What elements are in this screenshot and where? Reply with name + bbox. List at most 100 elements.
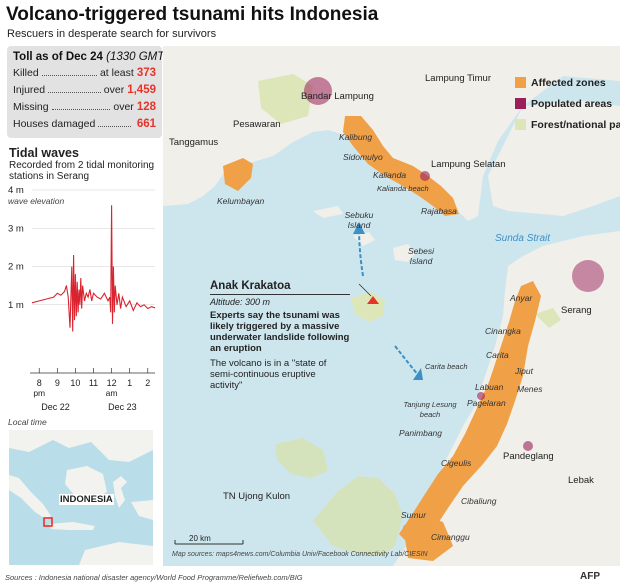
- inset-highlight-box: [43, 517, 53, 527]
- inset-land-mainland: [9, 430, 153, 462]
- label-sidomulyo: Sidomulyo: [343, 152, 383, 162]
- label-pandeglang: Pandeglang: [503, 451, 554, 462]
- label-lampung-timur: Lampung Timur: [425, 73, 492, 84]
- label-pesawaran: Pesawaran: [233, 119, 281, 130]
- toll-row-killed: Killed at least 373: [13, 67, 156, 84]
- legend-swatch: [515, 77, 526, 88]
- toll-value: 128: [136, 101, 156, 113]
- x-tick-sublabel: am: [106, 388, 118, 398]
- x-tick-label: 11: [89, 378, 98, 388]
- label-kelumbayan: Kelumbayan: [217, 196, 265, 206]
- label-bandar-lampung: Bandar Lampung: [301, 91, 374, 102]
- label-ujung-kulon: TN Ujong Kulon: [223, 491, 291, 502]
- map-affected-sumatra: [343, 116, 459, 216]
- toll-dots: [48, 92, 101, 93]
- label-kalianda: Kalianda: [373, 170, 407, 180]
- toll-label: Houses damaged: [13, 118, 96, 130]
- legend-label: Affected zones: [531, 76, 606, 89]
- tsunami-arrow-north-head: [353, 222, 365, 234]
- tsunami-arrow-southeast: [394, 345, 420, 377]
- toll-row-injured: Injured over 1,459: [13, 84, 156, 101]
- volcano-icon: [367, 296, 379, 304]
- tsunami-arrow-southeast-head: [413, 368, 423, 380]
- scale-label: 20 km: [189, 534, 211, 543]
- label-panimbang: Panimbang: [399, 428, 443, 438]
- legend-swatch: [515, 119, 526, 130]
- x-tick-label: 12: [107, 378, 117, 388]
- legend-populated: Populated areas: [515, 93, 620, 114]
- x-tick-label: 9: [55, 378, 60, 388]
- label-sunda-strait: Sunda Strait: [495, 233, 551, 244]
- toll-label: Killed: [13, 67, 39, 79]
- label-lebak: Lebak: [568, 475, 594, 486]
- label-menes: Menes: [517, 384, 543, 394]
- toll-heading-note: (1330 GMT):: [106, 51, 172, 63]
- tidal-subtitle: Recorded from 2 tidal monitoring station…: [9, 160, 155, 182]
- toll-value: 1,459: [127, 84, 156, 96]
- toll-box: Toll as of Dec 24 (1330 GMT): Killed at l…: [7, 46, 171, 138]
- inset-land-australia: [79, 542, 153, 565]
- label-tanggamus: Tanggamus: [169, 137, 219, 148]
- map-affected-java: [399, 281, 541, 546]
- annotation-title: Anak Krakatoa: [210, 280, 350, 295]
- toll-row-houses: Houses damaged 661: [13, 118, 156, 135]
- toll-prefix: over: [103, 84, 125, 96]
- tsunami-arrow-north: [358, 225, 364, 277]
- label-kalianda-beach: Kalianda beach: [377, 184, 429, 193]
- label-sumur: Sumur: [401, 510, 427, 520]
- label-carita: Carita: [486, 350, 509, 360]
- main-map: Bandar Lampung Lampung Timur Pesawaran T…: [163, 46, 620, 566]
- label-carita-beach: Carita beach: [425, 362, 468, 371]
- tidal-series-line: [31, 205, 156, 332]
- x-axis-label: Local time: [8, 417, 47, 427]
- y-tick-label: 4 m: [8, 185, 24, 196]
- annotation-text-2: The volcano is in a "state of semi-conti…: [210, 358, 327, 391]
- inset-land-papua: [131, 500, 153, 520]
- map-populated-serang: [572, 260, 604, 292]
- x-tick-label: 2: [145, 378, 150, 388]
- label-jiput: Jiput: [515, 366, 533, 376]
- map-populated-bandarlampung: [304, 77, 332, 105]
- map-source: Map sources: maps4news.com/Columbia Univ…: [172, 551, 428, 558]
- label-tanjung-lesung: Tanjung Lesung beach: [403, 400, 457, 419]
- map-svg: [163, 46, 620, 566]
- label-sebesi: Sebesi Island: [408, 246, 434, 266]
- x-tick-label: 8: [37, 378, 42, 388]
- legend-affected: Affected zones: [515, 72, 620, 93]
- toll-dots: [41, 75, 97, 76]
- x-tick-sublabel: pm: [33, 388, 45, 398]
- map-land-panaitan: [275, 438, 328, 478]
- toll-heading: Toll as of Dec 24 (1330 GMT):: [13, 51, 171, 63]
- map-land-sebuku: [353, 232, 375, 246]
- toll-value: 373: [136, 67, 156, 79]
- label-serang: Serang: [561, 305, 592, 316]
- legend-forest: Forest/national park: [515, 114, 620, 135]
- toll-value: 661: [136, 118, 156, 130]
- y-tick-label: 2 m: [8, 262, 24, 273]
- afp-logo: AFP: [580, 571, 600, 582]
- map-populated-labuan: [477, 392, 485, 400]
- inset-country-label: INDONESIA: [59, 494, 114, 505]
- inset-land-sulawesi: [113, 476, 127, 508]
- label-kalibung: Kalibung: [339, 132, 373, 142]
- map-forest-java: [535, 308, 561, 328]
- x-group-label: Dec 23: [108, 402, 137, 412]
- inset-land-kalimantan: [65, 466, 107, 500]
- map-legend: Affected zones Populated areas Forest/na…: [515, 72, 620, 135]
- label-cibaliung: Cibaliung: [461, 496, 497, 506]
- legend-label: Forest/national park: [531, 118, 620, 131]
- tidal-title: Tidal waves: [9, 146, 79, 160]
- x-tick-label: 10: [70, 378, 80, 388]
- toll-dots: [51, 109, 111, 110]
- label-anyar: Anyar: [510, 293, 533, 303]
- map-affected-java2: [403, 516, 453, 561]
- y-tick-label: 3 m: [8, 223, 24, 234]
- legend-label: Populated areas: [531, 97, 613, 110]
- toll-prefix: over: [113, 101, 134, 113]
- x-tick-label: 1: [127, 378, 132, 388]
- x-group-label: Dec 22: [41, 402, 70, 412]
- label-cimanggu: Cimanggu: [431, 532, 470, 542]
- map-land-sebesi: [393, 244, 415, 262]
- volcano-pointer: [358, 283, 372, 297]
